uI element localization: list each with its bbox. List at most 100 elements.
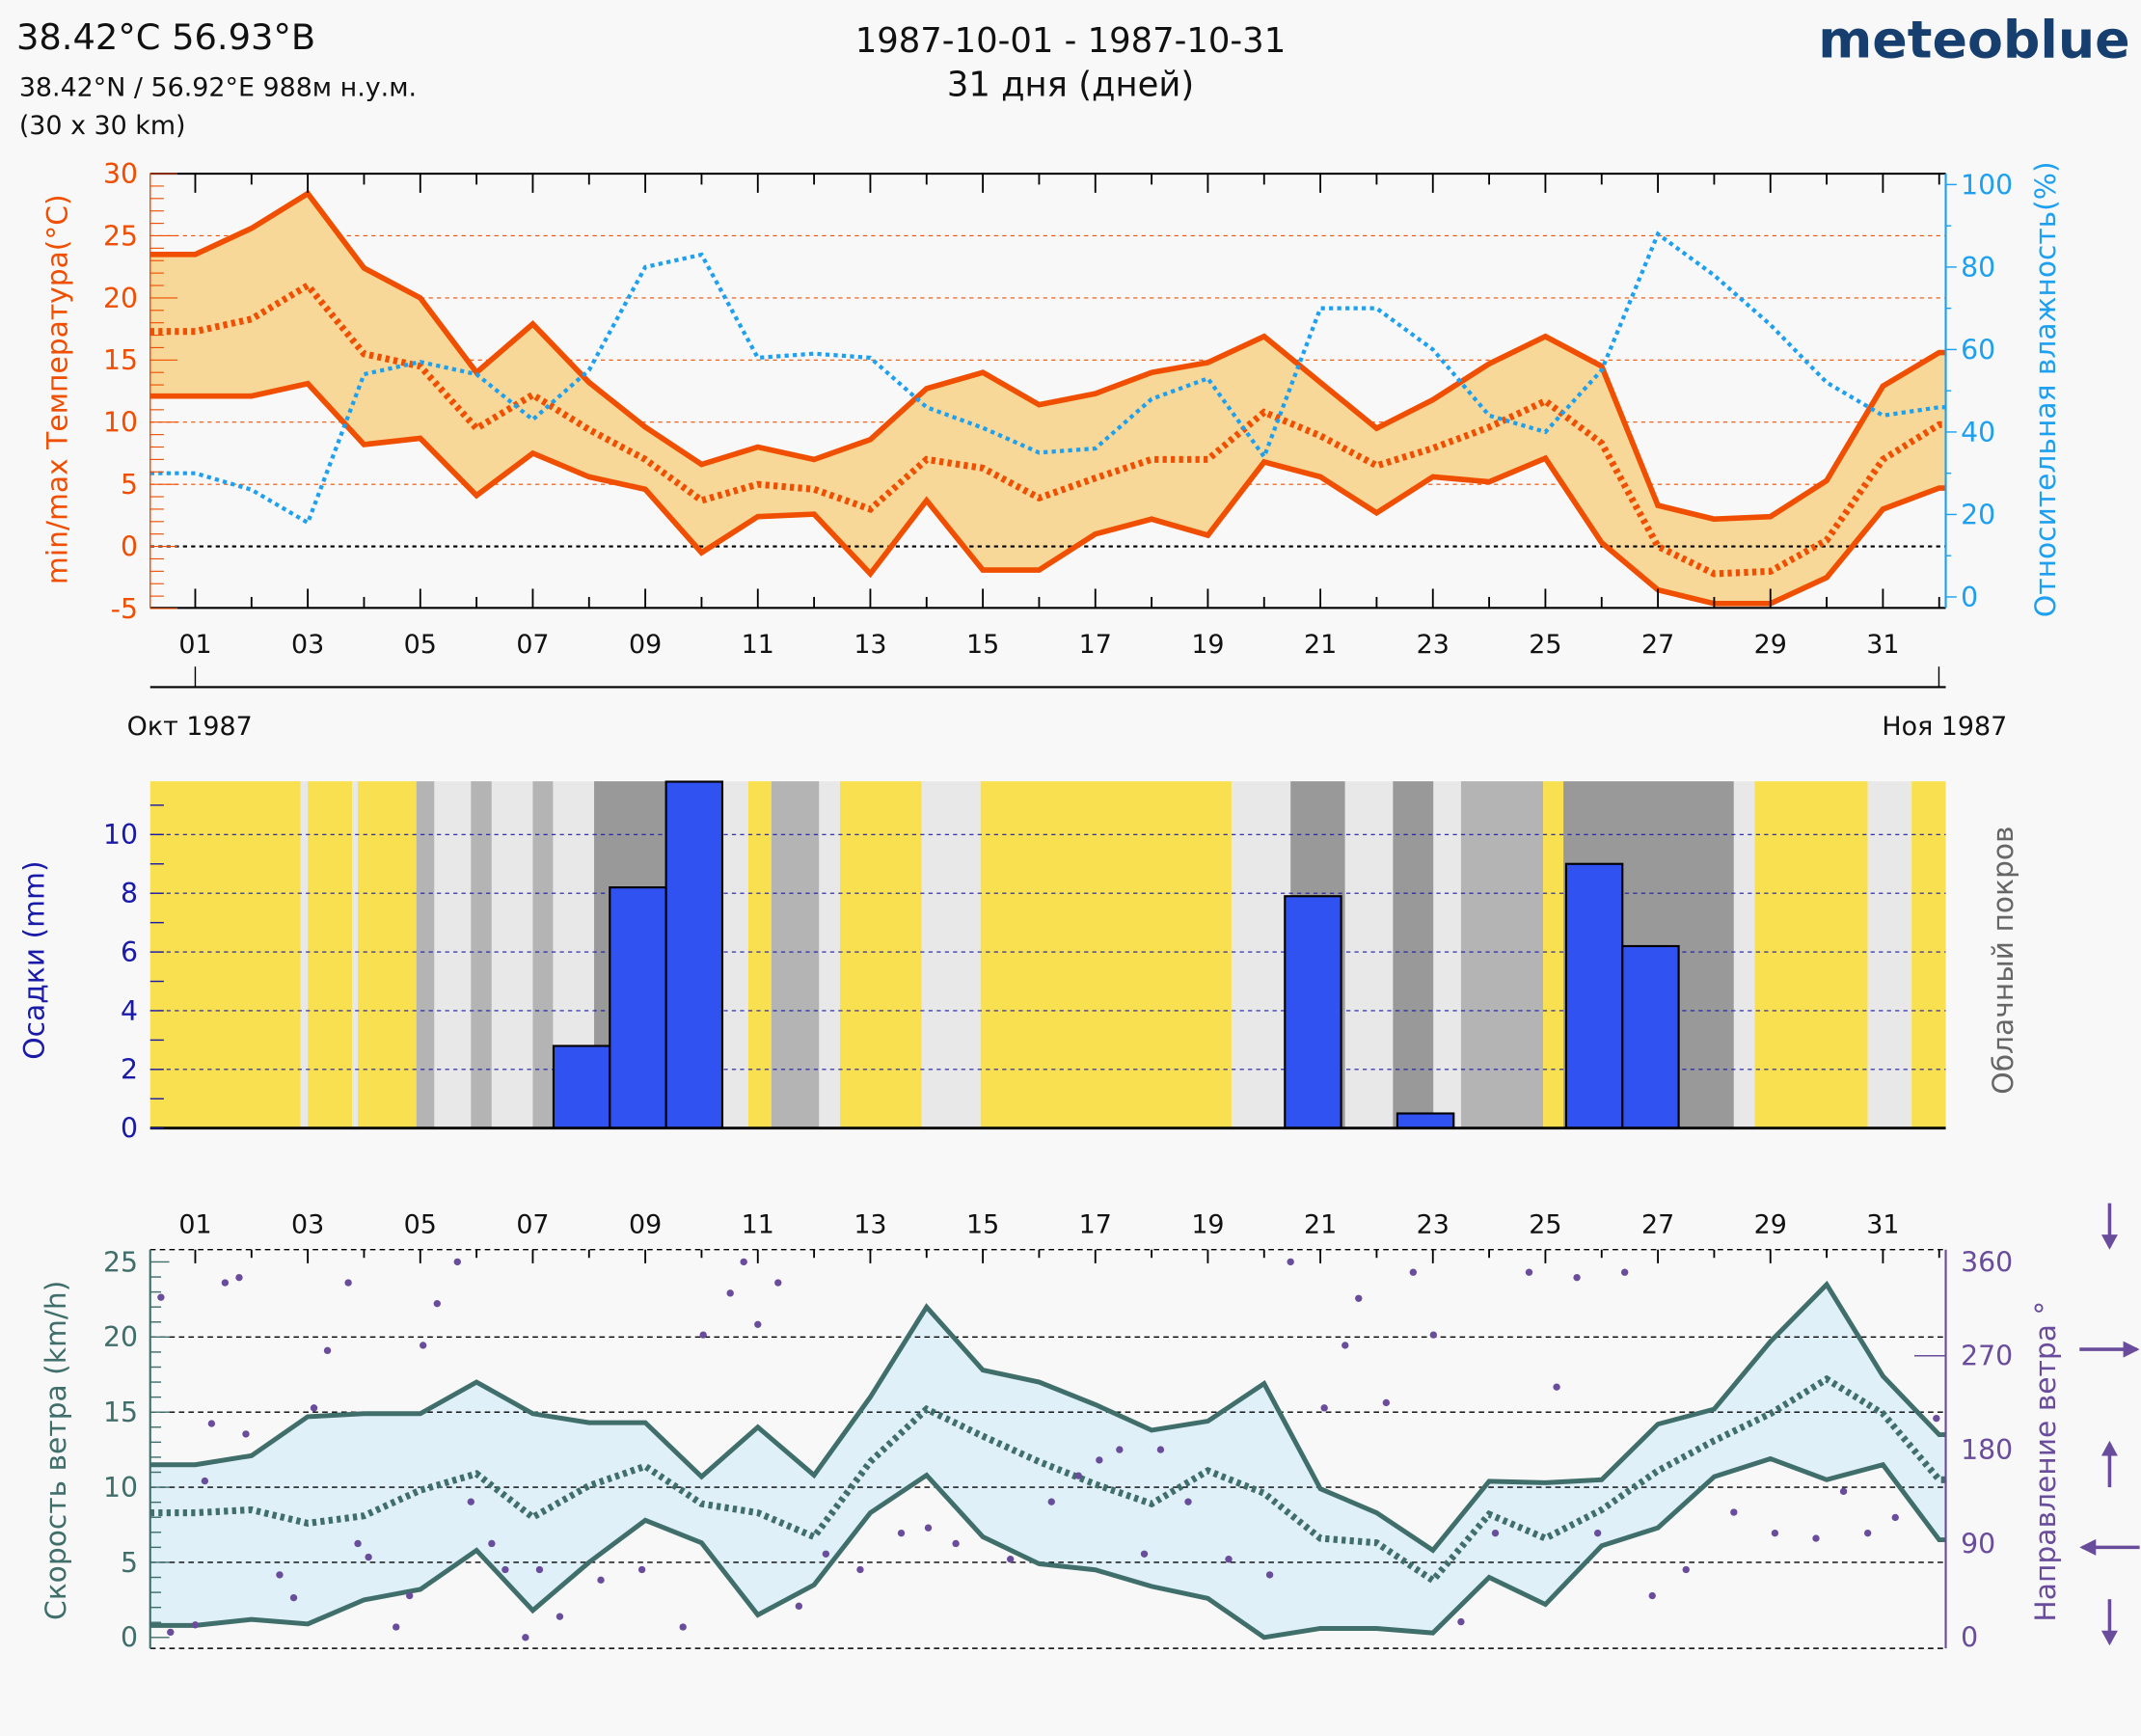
min-temperature-line	[149, 380, 1946, 607]
day-label: 03	[291, 630, 324, 660]
wind-direction-point	[1891, 1513, 1899, 1522]
day-label: 05	[404, 1210, 437, 1240]
wind-direction-point	[453, 1258, 461, 1266]
wind-direction-point	[276, 1571, 284, 1579]
cloud-cover-segment	[434, 781, 472, 1128]
wind-direction-point	[1342, 1342, 1349, 1349]
temperature-tick-label: 10	[103, 407, 138, 439]
resolution: (30 x 30 km)	[19, 111, 186, 141]
day-label: 27	[1641, 1210, 1674, 1240]
day-label: 05	[404, 630, 437, 660]
wind-direction-point	[679, 1623, 687, 1631]
precip-bar	[552, 1044, 611, 1129]
wind-direction-point	[344, 1279, 352, 1287]
cloud-cover-segment	[771, 781, 820, 1128]
wind-direction-point	[201, 1477, 209, 1485]
cloud-cover-segment	[358, 781, 417, 1128]
precip-bar	[1284, 895, 1342, 1129]
cloud-cover-segment	[723, 781, 748, 1128]
cloud-cover-segment	[471, 781, 492, 1128]
wind-direction-point	[726, 1289, 734, 1297]
wind-range-fill	[149, 1284, 1946, 1638]
day-label: 01	[178, 630, 211, 660]
day-label: 17	[1079, 1210, 1112, 1240]
wind-direction-point	[1620, 1268, 1629, 1276]
wind-direction-point	[1382, 1398, 1391, 1407]
temperature-axis-title: min/max Температура(°C)	[41, 194, 74, 584]
arrow-head	[2100, 1630, 2118, 1646]
wind-direction-point	[1525, 1268, 1533, 1276]
wind-tick-label: 25	[103, 1246, 138, 1278]
wind-direction-point	[897, 1529, 906, 1537]
wind-direction-point	[221, 1279, 230, 1287]
wind-direction-point	[235, 1273, 243, 1282]
wind-direction-point	[637, 1565, 646, 1574]
wind-tick-label: 10	[103, 1472, 138, 1504]
arrow-head	[2100, 1234, 2118, 1250]
wind-direction-point	[1491, 1529, 1500, 1537]
day-label: 13	[854, 1210, 886, 1240]
day-label: 07	[516, 1210, 549, 1240]
wind-direction-point	[952, 1539, 960, 1548]
wind-direction-point	[393, 1623, 400, 1631]
cloud-cover-segment	[491, 781, 533, 1128]
direction-tick-label: 360	[1961, 1246, 2013, 1278]
humidity-tick-label: 20	[1961, 499, 1995, 530]
day-label: 29	[1754, 1210, 1787, 1240]
cloud-cover-segment	[1344, 781, 1394, 1128]
wind-direction-point	[754, 1320, 762, 1328]
wind-direction-point	[433, 1299, 441, 1308]
day-label: 07	[516, 630, 549, 660]
wind-direction-point	[1116, 1446, 1124, 1453]
cloud-cover-segment	[1543, 781, 1564, 1128]
precip-bar	[664, 780, 724, 1129]
day-label: 09	[629, 1210, 662, 1240]
day-label: 03	[291, 1210, 324, 1240]
cloud-cover-segment	[839, 781, 922, 1128]
day-label: 25	[1529, 1210, 1561, 1240]
day-label: 23	[1417, 1210, 1450, 1240]
temperature-tick-label: 5	[121, 469, 138, 501]
cloud-cover-segment	[921, 781, 981, 1128]
wind-direction-point	[354, 1539, 362, 1548]
cloud-cover-segment	[980, 781, 1232, 1128]
wind-direction-point	[1047, 1498, 1055, 1505]
humidity-tick-label: 100	[1961, 169, 2013, 201]
precip-tick-label: 6	[121, 936, 138, 968]
wind-direction-point	[1429, 1331, 1438, 1339]
wind-direction-point	[1007, 1556, 1015, 1563]
cloud-cover-segment	[1231, 781, 1291, 1128]
wind-direction-point	[1933, 1414, 1940, 1423]
wind-direction-point	[1287, 1258, 1294, 1266]
temperature-tick-label: 0	[121, 530, 138, 562]
precip-bar	[609, 886, 667, 1129]
precipitation-cloud-chart: 10 8 6 4 2 0	[103, 780, 1946, 1145]
max-temperature-line	[149, 189, 1946, 523]
precip-bar	[1564, 862, 1624, 1129]
arrow-head	[2100, 1440, 2118, 1456]
wind-direction-point	[157, 1293, 165, 1301]
location-title: 38.42°С 56.93°В	[16, 16, 315, 58]
wind-speed-axis-title: Скорость ветра (km/h)	[40, 1281, 73, 1620]
wind-direction-point	[699, 1331, 707, 1339]
precip-bar	[1621, 944, 1680, 1129]
wind-direction-point	[310, 1404, 318, 1412]
cloud-cover-segment	[819, 781, 840, 1128]
wind-direction-point	[1648, 1591, 1656, 1600]
direction-tick-label: 180	[1961, 1434, 2013, 1466]
wind-direction-point	[1839, 1487, 1848, 1496]
wind-direction-point	[488, 1539, 496, 1548]
wind-tick-label: 5	[121, 1547, 138, 1579]
arrow-head	[2123, 1341, 2140, 1358]
wind-direction-point	[535, 1565, 544, 1574]
wind-direction-point	[365, 1553, 372, 1561]
arrow-down-icon	[2100, 1599, 2118, 1646]
cloud-cover-segment	[416, 781, 435, 1128]
wind-direction-point	[1771, 1529, 1779, 1537]
wind-direction-point	[289, 1594, 298, 1602]
wind-direction-point	[1553, 1383, 1560, 1391]
temperature-range-fill	[149, 193, 1946, 604]
day-label: 11	[742, 630, 774, 660]
wind-direction-point	[856, 1565, 864, 1574]
cloud-cover-segment	[1460, 781, 1544, 1128]
